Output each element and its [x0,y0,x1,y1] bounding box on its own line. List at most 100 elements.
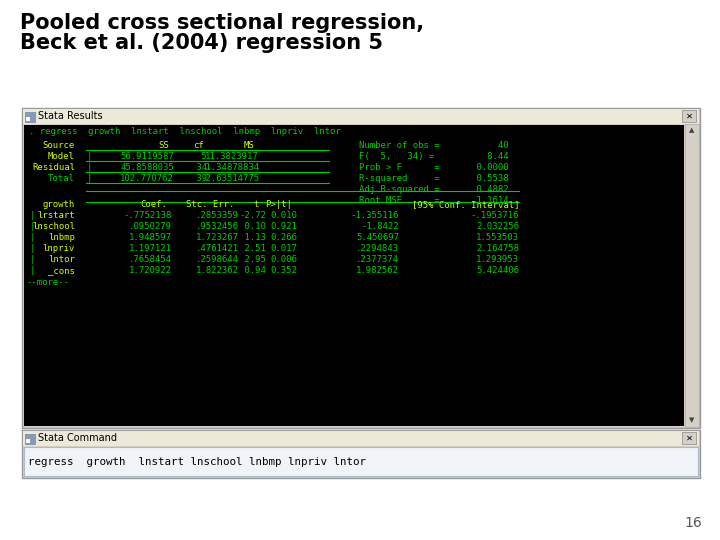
Text: cf: cf [193,141,204,150]
Text: 11.3823917: 11.3823917 [205,152,259,161]
Text: .0950279: .0950279 [129,222,172,231]
Text: |: | [30,233,35,242]
Text: 0.921: 0.921 [270,222,297,231]
Text: .4761421: .4761421 [196,244,239,253]
Text: |: | [30,255,35,264]
Text: 2.51: 2.51 [239,244,266,253]
Text: .7658454: .7658454 [129,255,172,264]
Text: Stata Command: Stata Command [38,433,117,443]
Text: 102.770762: 102.770762 [120,174,174,183]
Text: 1.982562: 1.982562 [356,266,399,275]
Text: . regress  growth  lnstart  lnschool  lnbmp  lnpriv  lntor: . regress growth lnstart lnschool lnbmp … [29,127,341,136]
Text: Model: Model [48,152,75,161]
Bar [26,117,30,121]
Text: lntor: lntor [48,255,75,264]
Text: lnpriv: lnpriv [42,244,75,253]
Text: t: t [253,200,259,209]
Text: 1.34878834: 1.34878834 [200,163,259,172]
Text: 8.44: 8.44 [472,152,509,161]
Text: 1.1614: 1.1614 [472,196,509,205]
Text: 5.450697: 5.450697 [356,233,399,242]
Text: |: | [30,266,35,275]
Text: 0.0000: 0.0000 [472,163,509,172]
Text: 2.032256: 2.032256 [476,222,519,231]
Text: Pooled cross sectional regression,: Pooled cross sectional regression, [20,13,424,33]
Text: |: | [30,211,35,220]
Text: Number of obs =: Number of obs = [359,141,440,150]
Text: Stc. Err.: Stc. Err. [186,200,234,209]
Bar [24,447,698,476]
Text: ▼: ▼ [689,417,695,423]
Text: 1.197121: 1.197121 [129,244,172,253]
Text: 5: 5 [197,152,207,161]
Text: _cons: _cons [48,266,75,275]
Text: P>|t|: P>|t| [265,200,292,209]
Bar [24,125,684,426]
Text: growth: growth [42,200,75,209]
Text: 1.553503: 1.553503 [476,233,519,242]
Text: 40: 40 [472,141,509,150]
Text: Total: Total [48,174,75,183]
Bar [682,432,696,444]
Bar [685,124,699,427]
Text: -.1953716: -.1953716 [471,211,519,220]
Text: 1.13: 1.13 [239,233,266,242]
Text: 0.017: 0.017 [270,244,297,253]
Text: F(  5,   34) =: F( 5, 34) = [359,152,434,161]
Text: lnbmp: lnbmp [48,233,75,242]
Text: |: | [30,244,35,253]
Text: |: | [30,222,35,231]
Text: 0.352: 0.352 [270,266,297,275]
Text: -2.72: -2.72 [239,211,266,220]
Text: Source: Source [42,141,75,150]
Bar [23,431,699,446]
Text: .2294843: .2294843 [356,244,399,253]
Bar [682,110,696,122]
Text: lrstart: lrstart [37,211,75,220]
Text: ✕: ✕ [685,434,693,442]
Text: MS: MS [243,141,254,150]
Text: 56.9119587: 56.9119587 [120,152,174,161]
Text: 5.424406: 5.424406 [476,266,519,275]
Text: Coef.: Coef. [140,200,167,209]
Text: Residual: Residual [32,163,75,172]
Text: Beck et al. (2004) regression 5: Beck et al. (2004) regression 5 [20,33,383,53]
Bar [26,439,30,443]
Text: 1.293953: 1.293953 [476,255,519,264]
Bar [25,434,35,444]
Text: |: | [87,163,92,172]
Text: Adj R-squared =: Adj R-squared = [359,185,440,194]
Text: .2598644: .2598644 [196,255,239,264]
Text: 0.94: 0.94 [239,266,266,275]
Text: 0.4882: 0.4882 [472,185,509,194]
Text: 2.63514775: 2.63514775 [200,174,259,183]
Text: |: | [87,174,92,183]
Text: .9532456: .9532456 [196,222,239,231]
Text: lnschool: lnschool [32,222,75,231]
Text: Prob > F      =: Prob > F = [359,163,440,172]
Text: 0.5538: 0.5538 [472,174,509,183]
Text: 45.8588035: 45.8588035 [120,163,174,172]
Text: 2.164758: 2.164758 [476,244,519,253]
Text: regress  growth  lnstart lnschool lnbmp lnpriv lntor: regress growth lnstart lnschool lnbmp ln… [28,457,366,467]
Text: R-squared     =: R-squared = [359,174,440,183]
Text: Stata Results: Stata Results [38,111,103,121]
Text: --more--: --more-- [26,278,69,287]
Text: 1.822362: 1.822362 [196,266,239,275]
Text: |: | [87,152,92,161]
Text: .2377374: .2377374 [356,255,399,264]
Text: 16: 16 [684,516,702,530]
Text: 0.006: 0.006 [270,255,297,264]
Text: 39: 39 [191,174,207,183]
Text: 1.720922: 1.720922 [129,266,172,275]
Text: 1.723267: 1.723267 [196,233,239,242]
Bar [22,108,700,428]
Text: 0.010: 0.010 [270,211,297,220]
Bar [23,109,699,124]
Text: -1.8422: -1.8422 [361,222,399,231]
Text: 34: 34 [191,163,207,172]
Text: 2.95: 2.95 [239,255,266,264]
Text: .2853359: .2853359 [196,211,239,220]
Text: Root MSE      =: Root MSE = [359,196,440,205]
Text: ▲: ▲ [689,127,695,133]
